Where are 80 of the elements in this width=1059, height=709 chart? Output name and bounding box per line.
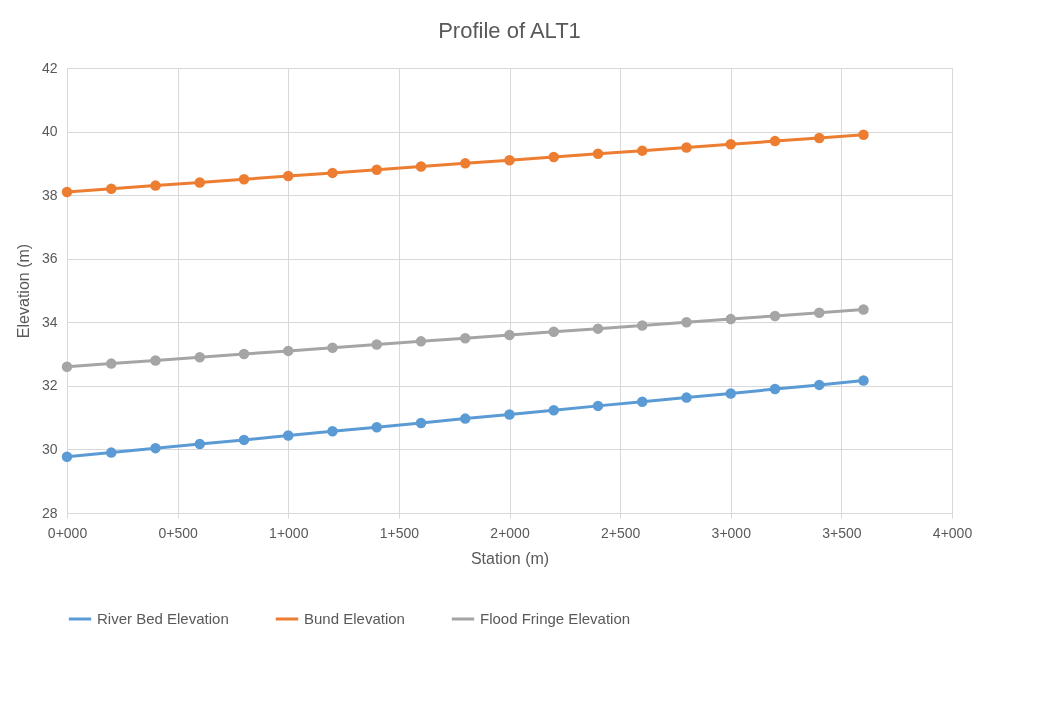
point — [814, 307, 825, 318]
point — [150, 180, 161, 191]
point — [681, 392, 692, 403]
point — [460, 332, 471, 344]
x-tick-label: 2+500 — [600, 524, 641, 541]
y-tick-label: 40 — [41, 123, 58, 140]
x-tick-label: 2+000 — [490, 524, 530, 541]
legend-label: River Bed Elevation — [97, 610, 229, 627]
point — [371, 339, 382, 350]
point — [106, 358, 117, 369]
point — [725, 388, 736, 399]
point — [371, 164, 382, 175]
point — [504, 154, 515, 166]
point — [415, 417, 427, 429]
point — [194, 352, 205, 363]
point — [460, 158, 471, 169]
point — [592, 323, 604, 334]
point — [769, 135, 781, 147]
point — [460, 413, 471, 424]
point — [150, 355, 161, 366]
x-tick-label: 0+000 — [47, 524, 88, 541]
x-tick-label: 0+500 — [158, 524, 198, 541]
point — [548, 326, 559, 338]
point — [548, 405, 559, 416]
point — [858, 304, 869, 315]
legend-label: Bund Elevation — [304, 610, 405, 627]
point — [814, 379, 825, 391]
point — [327, 342, 338, 353]
point — [725, 313, 736, 325]
x-tick-label: 3+000 — [711, 524, 752, 541]
point — [61, 361, 73, 373]
y-tick-label: 30 — [41, 440, 58, 457]
point — [637, 145, 648, 156]
point — [725, 139, 736, 150]
x-tick-label: 3+500 — [822, 524, 862, 541]
point — [415, 336, 427, 347]
legend-label: Flood Fringe Elevation — [480, 610, 631, 627]
point — [238, 174, 250, 185]
point — [681, 142, 692, 153]
point — [548, 151, 559, 163]
point — [106, 183, 117, 195]
x-axis-title: Station (m) — [470, 549, 550, 567]
point — [637, 320, 648, 331]
point — [504, 409, 515, 420]
point — [194, 177, 205, 188]
point — [592, 400, 604, 412]
point — [415, 161, 427, 172]
point — [769, 310, 781, 322]
point — [194, 438, 205, 450]
y-tick-label: 42 — [41, 59, 58, 76]
y-tick-label: 38 — [41, 186, 58, 203]
y-tick-label: 36 — [41, 250, 58, 267]
point — [238, 434, 250, 446]
chart-title: Profile of ALT1 — [438, 18, 581, 43]
y-axis-title: Elevation (m) — [14, 243, 32, 339]
point — [504, 329, 515, 341]
point — [637, 396, 648, 407]
point — [858, 375, 869, 386]
point — [592, 148, 604, 160]
point — [283, 430, 294, 441]
y-tick-label: 34 — [41, 313, 58, 330]
point — [61, 186, 73, 198]
point — [283, 170, 294, 182]
x-tick-label: 1+500 — [379, 524, 420, 541]
point — [327, 426, 338, 437]
point — [814, 132, 825, 144]
point — [106, 447, 117, 458]
x-tick-label: 1+000 — [269, 524, 309, 541]
x-tick-label: 4+000 — [932, 524, 973, 541]
point — [238, 348, 250, 360]
point — [327, 167, 338, 179]
point — [681, 317, 692, 328]
point — [61, 451, 73, 462]
point — [150, 442, 161, 454]
point — [858, 129, 869, 140]
point — [769, 383, 781, 395]
point — [283, 345, 294, 357]
y-tick-label: 28 — [41, 504, 58, 521]
y-tick-label: 32 — [41, 377, 58, 394]
point — [371, 421, 382, 433]
